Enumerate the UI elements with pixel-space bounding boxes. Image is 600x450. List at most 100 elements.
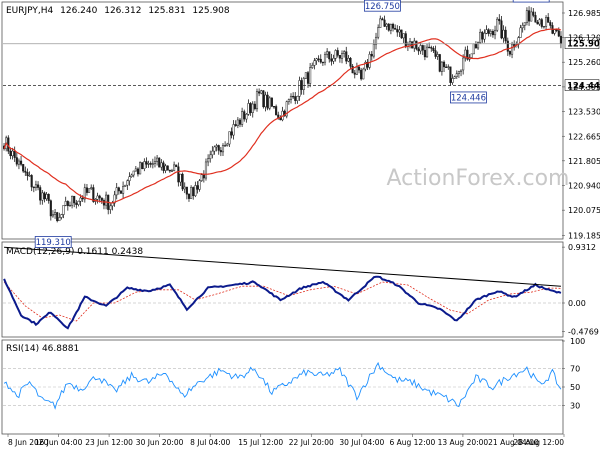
candle-body xyxy=(493,29,497,36)
candle-body xyxy=(156,157,159,162)
candle-body xyxy=(479,31,482,43)
candle-body xyxy=(187,193,191,199)
candle-body xyxy=(92,187,95,202)
candle-body xyxy=(442,61,446,68)
candle-body xyxy=(311,65,314,68)
candle-body xyxy=(321,61,324,64)
candle-body xyxy=(260,90,263,94)
candle-body xyxy=(306,72,310,84)
moving-average-line xyxy=(3,28,562,204)
candle-body xyxy=(213,146,216,152)
candle-body xyxy=(474,43,477,49)
price-level-tag xyxy=(564,79,600,91)
candle-body xyxy=(96,195,99,200)
low-value: 125.831 xyxy=(148,6,185,16)
candle-body xyxy=(62,205,65,215)
candle-body xyxy=(75,202,78,205)
candle-body xyxy=(207,158,210,163)
candle-body xyxy=(234,124,237,126)
price-level-label: 125.908 xyxy=(567,40,600,50)
candle-body xyxy=(387,23,390,31)
candle-body xyxy=(102,200,106,206)
candle-body xyxy=(447,66,450,68)
candle-body xyxy=(549,22,552,26)
candle-body xyxy=(217,145,220,151)
candle-body xyxy=(459,69,463,72)
macd-trendline xyxy=(4,246,561,287)
candle-body xyxy=(51,214,54,217)
candle-body xyxy=(253,103,256,110)
candle-body xyxy=(534,15,537,23)
candle-body xyxy=(134,168,137,172)
candle-body xyxy=(506,40,509,52)
candle-body xyxy=(423,49,426,58)
macd-panel-frame xyxy=(1,241,564,338)
candle-body xyxy=(374,36,378,45)
candle-body xyxy=(238,119,242,125)
close-value: 125.908 xyxy=(192,6,229,16)
candle-body xyxy=(170,170,174,172)
macd-line xyxy=(3,275,562,330)
candle-body xyxy=(43,192,46,200)
candle-body xyxy=(132,170,135,176)
candle-body xyxy=(181,173,184,190)
candle-body xyxy=(164,165,167,171)
candle-body xyxy=(219,150,222,153)
candle-body xyxy=(336,50,339,56)
candle-body xyxy=(391,24,395,29)
candle-body xyxy=(204,161,208,179)
candle-body xyxy=(385,23,388,27)
candle-body xyxy=(319,58,322,63)
candle-body xyxy=(54,212,57,215)
candle-body xyxy=(13,150,16,158)
candle-body xyxy=(536,21,539,25)
candle-body xyxy=(185,186,188,195)
candle-body xyxy=(383,19,386,27)
candle-body xyxy=(338,55,341,59)
candle-body xyxy=(313,60,316,66)
candle-body xyxy=(81,197,84,200)
candle-body xyxy=(224,145,227,147)
candle-body xyxy=(145,161,148,165)
candle-body xyxy=(115,187,118,196)
annotation-box xyxy=(450,91,487,104)
candle-body xyxy=(432,48,435,51)
price-level-tag xyxy=(564,37,600,49)
candle-body xyxy=(249,103,252,113)
candle-body xyxy=(381,18,384,21)
x-tick-label: 28 Aug 12:00 xyxy=(513,438,564,447)
candle-body xyxy=(113,194,116,204)
candle-body xyxy=(394,28,397,30)
candle-body xyxy=(11,150,14,157)
candle-body xyxy=(340,53,344,59)
candle-body xyxy=(398,29,401,33)
candle-body xyxy=(449,66,452,83)
candle-body xyxy=(66,201,69,207)
price-panel-frame xyxy=(1,1,564,240)
candle-body xyxy=(455,73,458,77)
candle-body xyxy=(117,187,120,192)
candle-body xyxy=(323,54,327,63)
candle-body xyxy=(175,164,178,168)
candle-body xyxy=(98,195,101,199)
candle-body xyxy=(109,205,112,210)
candle-body xyxy=(262,90,265,108)
candle-body xyxy=(272,106,276,108)
candle-body xyxy=(139,162,142,175)
candle-body xyxy=(328,51,331,60)
candle-body xyxy=(247,103,250,115)
candle-body xyxy=(483,32,486,40)
candle-body xyxy=(508,51,511,55)
rsi-y-tick-label: 50 xyxy=(570,383,580,392)
price-y-tick-label: 120.940 xyxy=(568,181,600,190)
candle-body xyxy=(266,94,269,109)
candle-body xyxy=(143,161,146,169)
candle-body xyxy=(79,197,82,202)
candle-body xyxy=(200,174,203,181)
candle-body xyxy=(226,143,229,146)
candle-body xyxy=(202,174,205,179)
candle-body xyxy=(71,195,74,206)
candle-body xyxy=(160,162,163,168)
